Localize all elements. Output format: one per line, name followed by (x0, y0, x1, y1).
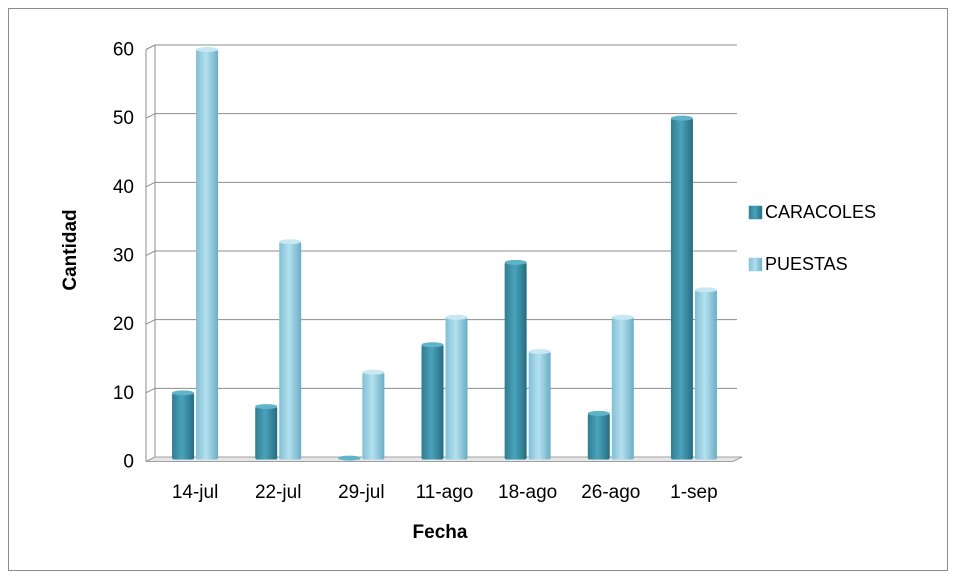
bar-top-puestas-1 (279, 239, 302, 245)
x-tick-label-2: 29-jul (338, 482, 384, 503)
bar-top-caracoles-4 (504, 259, 527, 265)
bar-top-puestas-5 (611, 314, 634, 320)
bar-top-puestas-0 (196, 47, 219, 52)
gridlines (145, 44, 743, 462)
bar-top-puestas-2 (362, 369, 385, 375)
legend: CARACOLES PUESTAS (748, 202, 876, 274)
y-tick-labels: 0 10 20 30 40 50 60 (113, 40, 134, 473)
x-tick-label-1: 22-jul (255, 482, 301, 503)
x-axis-title: Fecha (413, 522, 468, 543)
bar-top-caracoles-3 (421, 342, 444, 348)
bar-caracoles-5 (587, 413, 610, 460)
bar-caracoles-6 (670, 118, 693, 460)
bar-top-caracoles-1 (255, 404, 278, 410)
x-tick-label-3: 11-ago (416, 482, 474, 503)
bar-puestas-1 (279, 241, 302, 460)
bar-caracoles-3 (421, 344, 444, 460)
gridline-side-1 (145, 387, 156, 394)
bar-top-puestas-6 (694, 287, 717, 293)
y-tick-label-5: 50 (113, 108, 134, 129)
chart-floor (145, 456, 743, 462)
chart-frame (8, 8, 948, 571)
y-tick-label-3: 30 (113, 246, 134, 267)
bar-puestas-3 (445, 317, 468, 460)
x-tick-label-5: 26-ago (581, 482, 640, 503)
x-tick-label-6: 1-sep (670, 482, 718, 503)
legend-label-puestas: PUESTAS (765, 254, 848, 274)
legend-swatch-puestas (748, 257, 763, 272)
legend-swatch-caracoles (748, 205, 763, 220)
bar-puestas-4 (528, 351, 551, 460)
bar-puestas-0 (196, 49, 219, 460)
bar-caracoles-1 (255, 406, 278, 460)
gridline-side-6 (145, 44, 156, 50)
bar-top-caracoles-0 (172, 390, 195, 396)
bar-top-puestas-3 (445, 314, 468, 320)
bar-top-caracoles-5 (587, 410, 610, 416)
bar-top-caracoles-2 (338, 455, 361, 461)
y-tick-label-1: 10 (113, 383, 134, 404)
y-tick-label-0: 0 (123, 452, 134, 473)
gridline-side-5 (145, 113, 156, 119)
bar-puestas-6 (694, 289, 717, 460)
bars (172, 47, 717, 461)
bar-top-puestas-4 (528, 349, 551, 355)
y-tick-label-2: 20 (113, 314, 134, 335)
bar-caracoles-4 (504, 262, 527, 460)
y-tick-label-4: 40 (113, 177, 134, 198)
x-tick-label-4: 18-ago (498, 482, 557, 503)
y-tick-label-6: 60 (113, 40, 134, 61)
y-axis-title: Cantidad (60, 209, 81, 290)
legend-label-caracoles: CARACOLES (765, 202, 876, 222)
bar-puestas-2 (362, 372, 385, 460)
gridline-side-2 (145, 319, 156, 325)
gridline-side-4 (145, 181, 156, 188)
gridline-side-3 (145, 250, 156, 256)
bar-puestas-5 (611, 317, 634, 460)
bar-top-caracoles-6 (670, 115, 693, 121)
x-tick-label-0: 14-jul (172, 482, 218, 503)
x-tick-labels: 14-jul 22-jul 29-jul 11-ago 18-ago 26-ago 1-se… (172, 482, 718, 503)
bar-caracoles-0 (172, 392, 195, 460)
